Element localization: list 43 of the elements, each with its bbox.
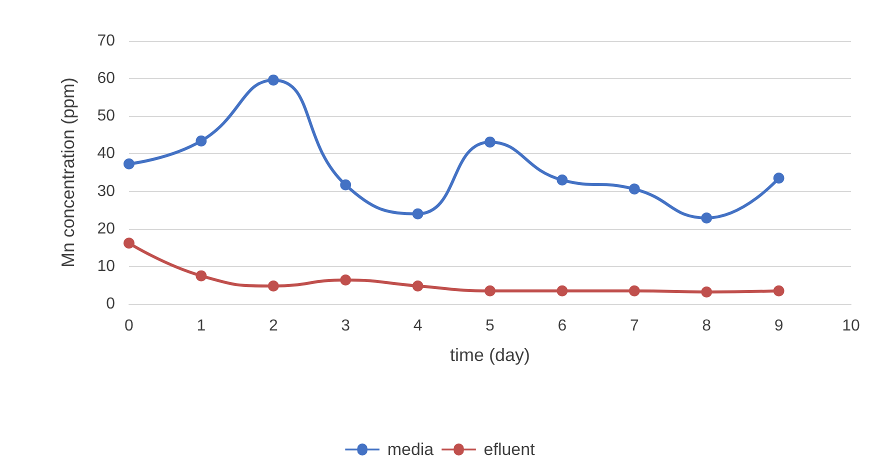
legend-label: efluent — [484, 440, 536, 459]
y-axis-title: Mn concentration (ppm) — [58, 77, 78, 268]
point — [268, 74, 279, 86]
point — [773, 172, 784, 184]
x-tick-label: 3 — [341, 318, 350, 334]
y-tick-label: 40 — [97, 145, 116, 162]
legend-label: media — [387, 440, 434, 459]
y-tick-label: 70 — [97, 32, 116, 50]
x-tick-label: 7 — [630, 318, 639, 334]
x-tick-label: 8 — [702, 318, 712, 334]
point — [628, 285, 640, 296]
point — [340, 274, 352, 286]
x-tick-label: 10 — [842, 318, 860, 334]
x-tick-label: 9 — [774, 318, 784, 334]
y-tick-label: 50 — [97, 108, 116, 125]
x-tick-label: 0 — [124, 318, 134, 334]
point — [701, 286, 712, 298]
point — [556, 174, 568, 186]
x-tick-label: 5 — [486, 318, 495, 334]
point — [340, 179, 352, 190]
point — [773, 285, 784, 296]
x-tick-label: 6 — [558, 318, 567, 334]
y-tick-label: 30 — [97, 182, 116, 200]
point — [124, 158, 134, 170]
point — [124, 238, 134, 249]
point — [412, 280, 424, 292]
point — [196, 135, 207, 146]
point — [556, 285, 568, 296]
point — [628, 184, 640, 195]
y-tick-label: 0 — [106, 296, 116, 312]
point — [412, 208, 424, 220]
point — [484, 285, 496, 296]
y-tick-label: 10 — [97, 258, 116, 275]
point — [484, 136, 496, 148]
x-tick-label: 2 — [268, 318, 278, 334]
x-axis-title: time (day) — [450, 345, 530, 365]
y-tick-label: 60 — [97, 70, 116, 88]
y-tick-label: 20 — [97, 220, 116, 238]
point — [701, 212, 712, 224]
point — [268, 280, 279, 292]
x-tick-label: 1 — [196, 318, 206, 334]
point — [196, 270, 207, 282]
x-tick-label: 4 — [413, 318, 422, 334]
